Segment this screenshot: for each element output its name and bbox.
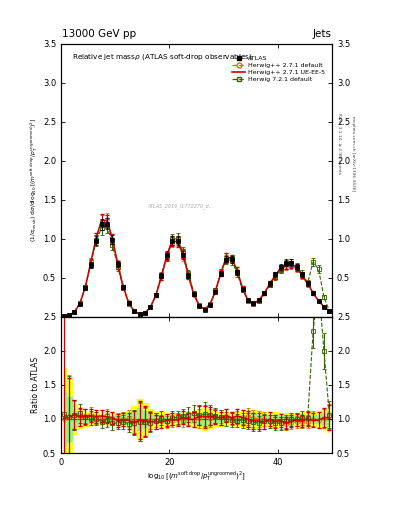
Y-axis label: Ratio to ATLAS: Ratio to ATLAS — [31, 357, 40, 413]
Text: ATLAS_2019_I1772270_d...: ATLAS_2019_I1772270_d... — [148, 203, 214, 209]
Text: mcplots.cern.ch [arXiv:1306.3436]: mcplots.cern.ch [arXiv:1306.3436] — [351, 116, 355, 191]
Text: 13000 GeV pp: 13000 GeV pp — [62, 29, 136, 39]
X-axis label: $\log_{10}[(m^{\rm soft\ drop}/p_T^{\rm ungroomed})^2]$: $\log_{10}[(m^{\rm soft\ drop}/p_T^{\rm … — [147, 470, 246, 483]
Text: Relative jet mass$\rho$ (ATLAS soft-drop observables): Relative jet mass$\rho$ (ATLAS soft-drop… — [72, 52, 253, 62]
Y-axis label: $(1/\sigma_{\rm resub})\ \mathrm{d}\sigma/\mathrm{d}\log_{10}[(m^{\rm soft\ drop: $(1/\sigma_{\rm resub})\ \mathrm{d}\sigm… — [29, 118, 40, 242]
Text: Jets: Jets — [312, 29, 331, 39]
Legend: ATLAS, Herwig++ 2.7.1 default, Herwig++ 2.7.1 UE-EE-5, Herwig 7.2.1 default: ATLAS, Herwig++ 2.7.1 default, Herwig++ … — [231, 55, 326, 83]
Text: Rivet 3.1.10, ≥ 2.9M events: Rivet 3.1.10, ≥ 2.9M events — [337, 113, 341, 174]
